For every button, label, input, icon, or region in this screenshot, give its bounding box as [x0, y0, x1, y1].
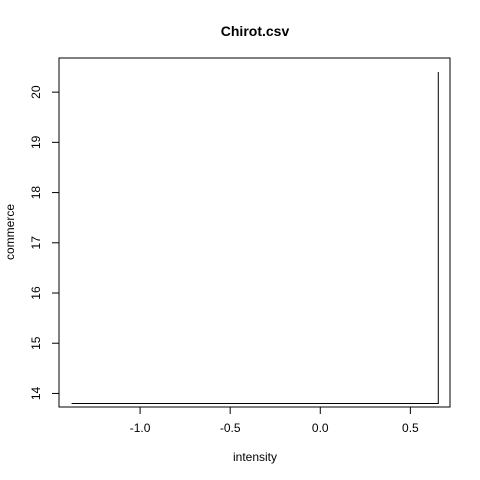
- y-axis: 14 15 16 17 18 19 20: [29, 85, 60, 400]
- chart-title: Chirot.csv: [221, 23, 290, 39]
- y-tick-label: 15: [29, 336, 43, 350]
- x-tick-label: -0.5: [220, 421, 241, 435]
- y-tick-label: 19: [29, 135, 43, 149]
- x-axis: -1.0 -0.5 0.0 0.5: [130, 406, 419, 435]
- y-tick-label: 20: [29, 85, 43, 99]
- y-tick-label: 16: [29, 286, 43, 300]
- x-tick-label: -1.0: [130, 421, 151, 435]
- y-axis-label: commerce: [3, 204, 17, 260]
- y-tick-label: 17: [29, 236, 43, 250]
- series-line: [71, 72, 439, 404]
- x-tick-label: 0.0: [312, 421, 329, 435]
- y-tick-label: 14: [29, 386, 43, 400]
- x-tick-label: 0.5: [402, 421, 419, 435]
- x-axis-label: intensity: [233, 450, 277, 464]
- y-tick-label: 18: [29, 186, 43, 200]
- series-layer: [71, 72, 439, 404]
